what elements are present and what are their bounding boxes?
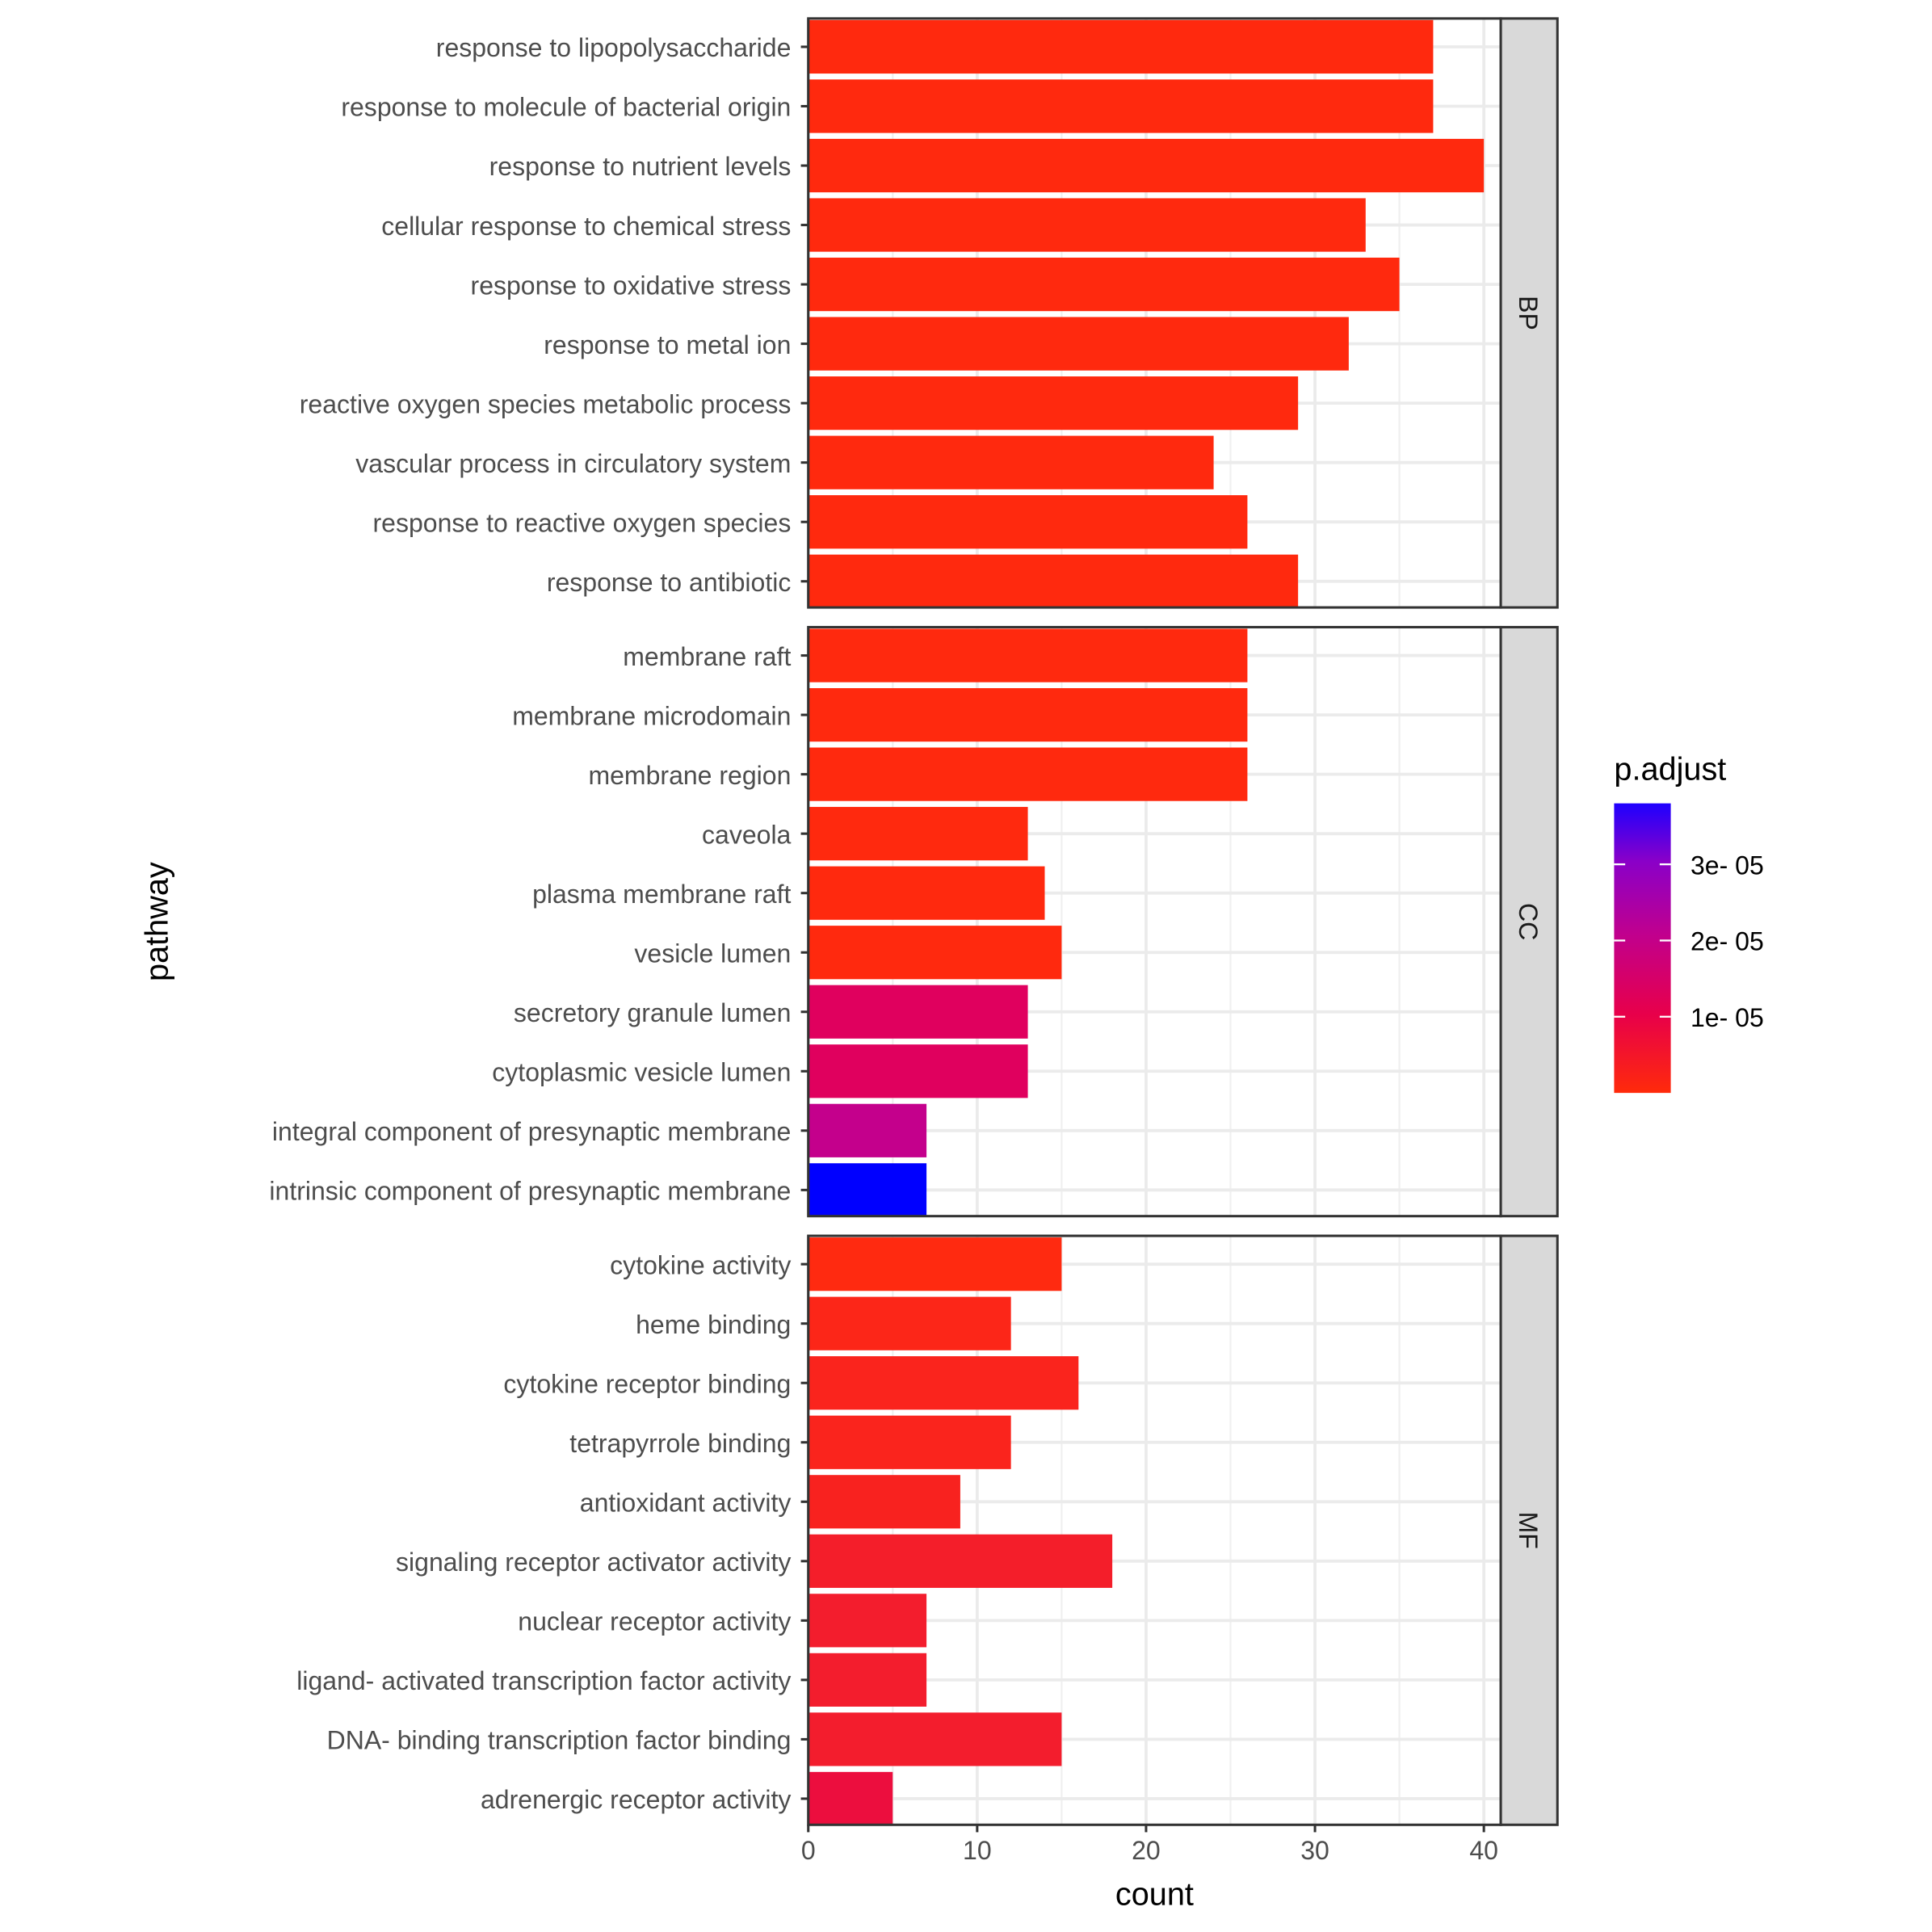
y-tick-label: cytoplasmic vesicle lumen [492,1057,791,1086]
bar [808,628,1248,682]
legend-title: p.adjust [1614,752,1726,788]
bar [808,138,1485,193]
y-tick-label: cytokine activity [610,1250,791,1279]
facet-strip-label: MF [1514,1512,1543,1549]
colorbar [1614,803,1671,1094]
bar [808,1356,1079,1410]
y-tick-label: adrenergic receptor activity [481,1785,791,1814]
y-tick-label: response to lipopolysaccharide [436,33,792,62]
y-tick-label: intrinsic component of presynaptic membr… [269,1177,791,1206]
bar [808,19,1434,74]
y-tick-label: antioxidant activity [580,1488,792,1517]
y-tick-label: membrane raft [623,642,791,671]
y-tick-label: tetrapyrrole binding [569,1429,791,1458]
y-tick-label: membrane region [588,761,791,790]
bar [808,376,1299,430]
y-tick-label: response to reactive oxygen species [372,508,791,537]
bar [808,1534,1113,1588]
legend-tick-label: 2e- 05 [1690,927,1764,956]
bar [808,495,1248,549]
y-tick-label: response to oxidative stress [471,271,792,300]
bar [808,1237,1062,1292]
y-tick-label: DNA- binding transcription factor bindin… [327,1726,792,1755]
bar [808,926,1062,980]
y-tick-label: response to antibiotic [547,568,792,597]
y-tick-label: secretory granule lumen [514,998,791,1027]
bar [808,257,1400,312]
legend-tick-label: 3e- 05 [1690,850,1764,880]
bar [808,554,1299,608]
y-tick-label: caveola [702,820,792,849]
x-tick-label: 40 [1469,1836,1498,1865]
x-tick-label: 0 [801,1836,816,1865]
bar [808,807,1028,861]
bar [808,317,1349,371]
bar [808,747,1248,801]
y-tick-label: membrane microdomain [512,701,791,730]
legend-tick-label: 1e- 05 [1690,1003,1764,1032]
y-tick-label: integral component of presynaptic membra… [272,1117,791,1146]
y-tick-label: vesicle lumen [634,939,791,968]
color-legend: p.adjust 1e- 05 2e- 05 3e- 05 [1614,752,1764,1094]
bar [808,1415,1011,1469]
x-tick-label: 30 [1300,1836,1329,1865]
y-tick-label: ligand- activated transcription factor a… [296,1666,791,1695]
y-tick-label: cellular response to chemical stress [381,212,791,241]
facet-panel-MF: cytokine activity heme binding cytokine re… [296,1234,1559,1826]
facet-strip [1499,17,1559,609]
bar [808,1163,927,1217]
bar [808,1296,1011,1350]
y-tick-label: response to molecule of bacterial origin [341,93,791,122]
bar [808,687,1248,742]
facet-strip [1499,1234,1559,1826]
y-tick-label: response to nutrient levels [489,152,792,181]
y-tick-label: cytokine receptor binding [503,1369,791,1398]
bar [808,435,1214,489]
facet-panel-BP: response to lipopolysaccharide response t… [300,17,1559,609]
x-tick-label: 10 [963,1836,992,1865]
bar [808,1712,1062,1766]
y-tick-label: response to metal ion [544,330,791,359]
bar [808,1044,1028,1098]
x-tick-label: 20 [1132,1836,1161,1865]
facet-panel-CC: membrane raft membrane microdomain membran… [269,625,1559,1218]
bar [808,1653,927,1707]
x-axis-label: count [1115,1876,1194,1912]
y-tick-label: plasma membrane raft [532,880,791,909]
bar [808,985,1028,1039]
y-tick-label: vascular process in circulatory system [355,449,791,478]
bar [808,1103,927,1157]
bar [808,866,1045,920]
facet-strip-label: CC [1514,903,1543,940]
y-tick-label: reactive oxygen species metabolic proces… [300,389,792,418]
bar [808,79,1434,133]
y-axis-label: pathway [139,862,174,981]
bar [808,1594,927,1648]
y-tick-label: heme binding [636,1310,791,1339]
bar [808,198,1366,252]
facet-strip-label: BP [1514,296,1543,330]
y-tick-label: nuclear receptor activity [518,1607,791,1636]
bar [808,1475,960,1529]
y-tick-label: signaling receptor activator activity [396,1548,791,1577]
bar [808,1771,893,1826]
facet-strip [1499,625,1559,1218]
